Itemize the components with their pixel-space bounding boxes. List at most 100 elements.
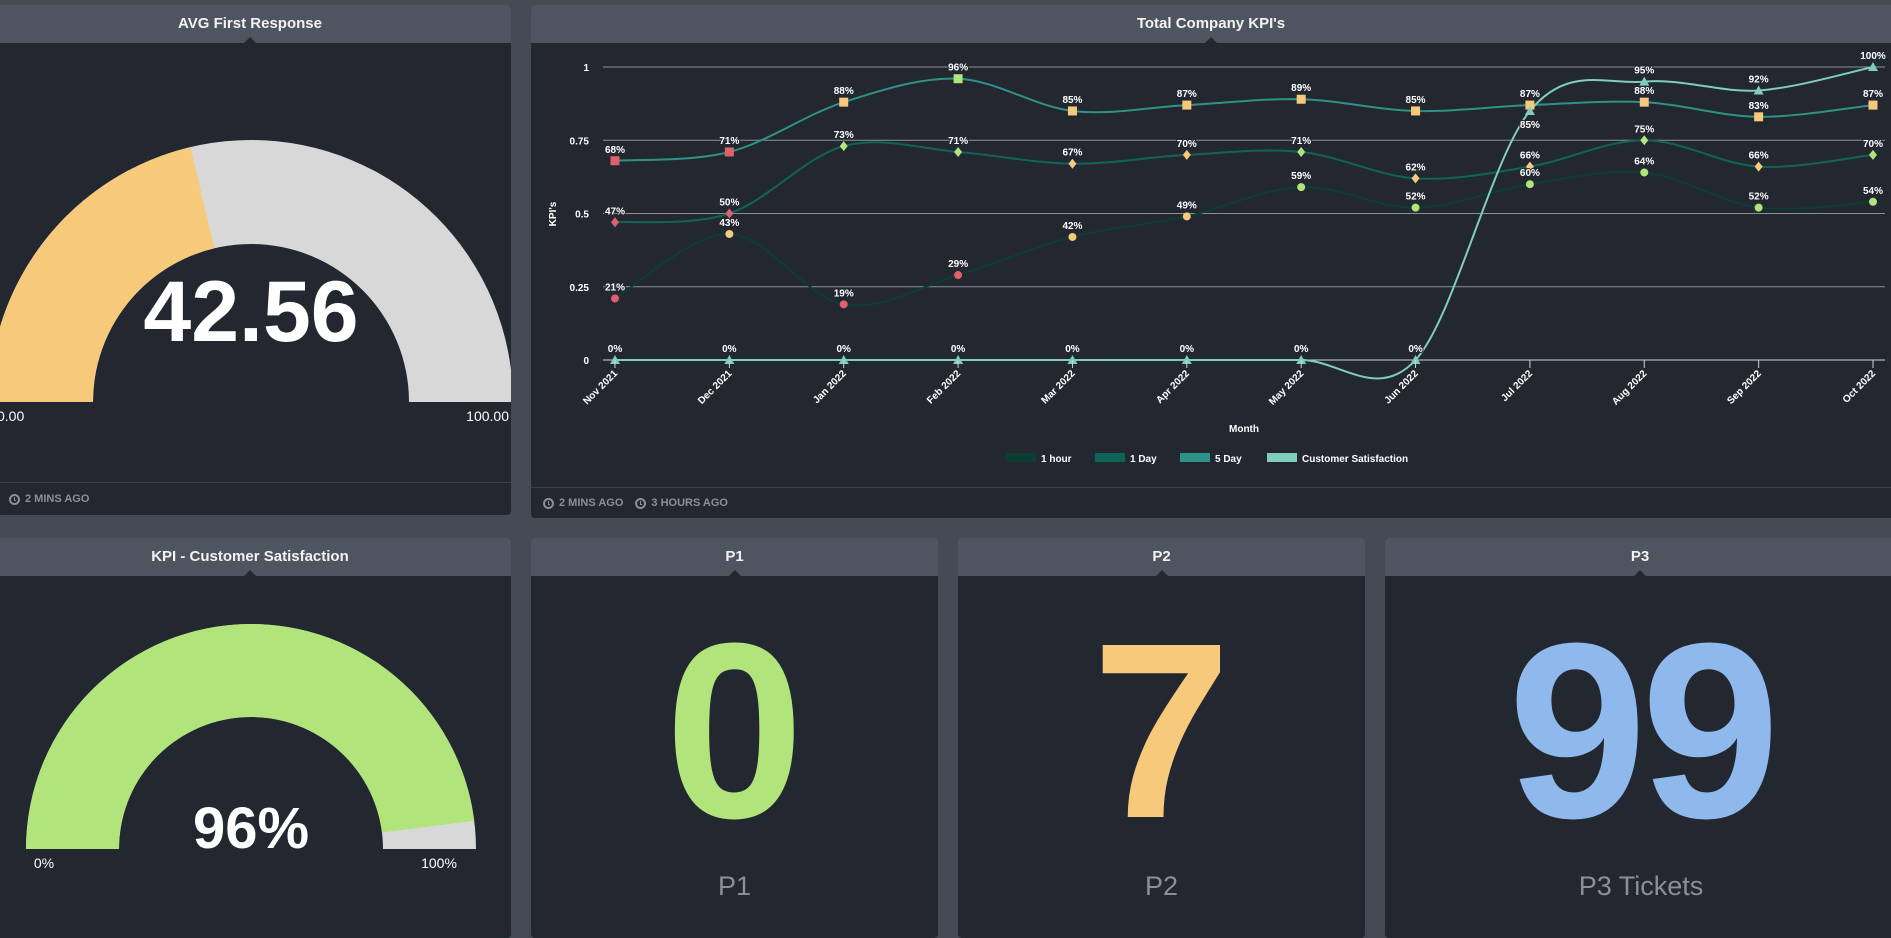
data-point	[1525, 180, 1534, 189]
data-point	[725, 208, 734, 219]
data-point	[953, 355, 964, 364]
data-point	[1411, 203, 1420, 212]
data-point	[838, 355, 849, 364]
data-label: 52%	[1406, 192, 1426, 203]
data-label: 96%	[948, 63, 968, 74]
data-point	[1639, 76, 1650, 86]
panel-title: P3	[1630, 548, 1650, 565]
data-label: 87%	[1520, 89, 1540, 100]
gauge-value: 42.56	[143, 264, 358, 360]
data-point	[1410, 355, 1421, 364]
x-tick-label: Jul 2022	[1499, 368, 1535, 404]
data-label: 29%	[948, 259, 968, 270]
data-point	[611, 294, 619, 303]
timestamp-text: 3 HOURS AGO	[651, 497, 728, 509]
gauge-chart: 96% 0% 100%	[26, 623, 476, 871]
data-label: 0%	[722, 344, 737, 355]
data-label: 62%	[1406, 162, 1426, 173]
data-label: 71%	[719, 136, 739, 147]
data-label: 50%	[719, 198, 739, 209]
x-tick-label: Dec 2021	[696, 368, 735, 407]
gauge-min-label: 0.00	[0, 408, 24, 424]
data-label: 88%	[834, 86, 854, 97]
data-label: 83%	[1749, 101, 1769, 112]
p1-panel: P1 0 P1	[531, 538, 938, 938]
panel-footer: 2 MINS AGO 3 HOURS AGO	[531, 487, 1891, 518]
x-tick-label: Mar 2022	[1040, 368, 1078, 406]
data-label: 47%	[605, 206, 625, 217]
data-point	[610, 156, 620, 166]
panel-title: P2	[1152, 548, 1171, 565]
header-notch	[244, 37, 256, 43]
data-point	[1640, 168, 1649, 177]
clock-icon	[9, 493, 20, 505]
y-tick-label: 0	[583, 356, 589, 367]
data-label: 0%	[1065, 344, 1080, 355]
y-axis-title: KPI's	[548, 201, 559, 226]
panel-header: P1	[531, 538, 938, 576]
data-point	[1639, 97, 1649, 107]
legend-swatch	[1180, 453, 1210, 462]
data-point	[725, 230, 734, 239]
chart-legend: 1 hour 1 Day 5 Day Customer Satisfaction	[1006, 453, 1408, 465]
data-point	[1753, 85, 1764, 95]
data-point	[611, 217, 619, 228]
data-point	[1525, 161, 1534, 172]
data-label: 0%	[1294, 344, 1309, 355]
data-point	[1182, 212, 1191, 221]
data-label: 73%	[834, 130, 854, 141]
y-tick-label: 0.5	[575, 210, 589, 221]
data-point	[1868, 62, 1878, 71]
data-label: 67%	[1062, 148, 1082, 159]
gauge-fill	[26, 623, 475, 849]
panel-header: P2	[958, 538, 1365, 576]
legend-swatch	[1006, 453, 1036, 462]
x-tick-label: Jun 2022	[1383, 368, 1421, 406]
data-point	[1640, 135, 1649, 146]
data-point	[954, 146, 963, 157]
data-label: 87%	[1863, 89, 1883, 100]
panel-title: KPI - Customer Satisfaction	[151, 548, 349, 565]
p2-count: 7	[1091, 591, 1232, 870]
legend-item: 1 Day	[1130, 454, 1157, 465]
data-point	[1067, 106, 1077, 116]
x-tick-label: Oct 2022	[1841, 368, 1879, 406]
kpi-line-chart: 0 0.25 0.5 0.75 1 21% 43% 19% 29% 42% 49% 59% 52% 60…	[548, 50, 1887, 465]
x-axis-title: Month	[1229, 424, 1259, 435]
gauge-fill	[0, 147, 215, 402]
data-label: 0%	[837, 344, 852, 355]
legend-item: Customer Satisfaction	[1302, 454, 1408, 465]
series-line-1-hour	[614, 170, 1874, 307]
gauge-chart: 42.56 0.00 100.00	[0, 140, 511, 424]
data-label: 92%	[1749, 74, 1769, 85]
series-line-customer-satisfaction	[615, 66, 1874, 380]
header-notch	[1634, 570, 1646, 576]
data-point	[1297, 183, 1306, 192]
panel-title: AVG First Response	[178, 15, 322, 32]
data-point	[1296, 355, 1307, 364]
data-label: 88%	[1634, 86, 1654, 97]
legend-item: 5 Day	[1215, 454, 1242, 465]
x-tick-label: Apr 2022	[1154, 368, 1192, 406]
data-point	[1181, 355, 1192, 364]
data-label: 54%	[1863, 186, 1883, 197]
p3-label: P3 Tickets	[1578, 871, 1704, 901]
clock-icon	[635, 497, 647, 509]
y-tick-label: 0.25	[570, 283, 590, 294]
data-point	[1411, 173, 1420, 184]
data-point	[724, 147, 734, 157]
data-point	[1754, 203, 1763, 212]
data-point	[1296, 94, 1306, 104]
data-point	[839, 300, 848, 309]
series-line-5-day	[614, 77, 1874, 162]
header-notch	[1155, 570, 1168, 576]
data-label: 71%	[1291, 136, 1311, 147]
data-label: 19%	[834, 288, 854, 299]
data-label: 0%	[1180, 344, 1195, 355]
data-point	[610, 355, 620, 364]
data-refreshed: 3 HOURS AGO	[635, 497, 728, 509]
header-notch	[244, 570, 256, 576]
data-point	[1297, 146, 1306, 157]
data-label: 0%	[608, 344, 623, 355]
data-point	[1754, 112, 1764, 122]
